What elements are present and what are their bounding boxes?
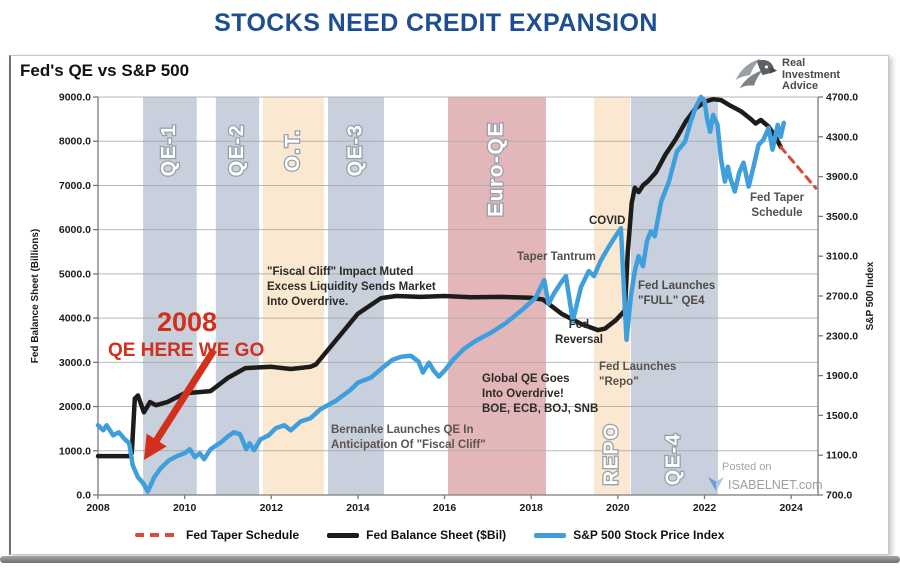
right-tick-label: 2700.0 — [826, 291, 858, 303]
x-tick-label: 2010 — [173, 502, 197, 514]
band-label-REPO: REPO — [600, 423, 622, 486]
left-tick-label: 0.0 — [76, 490, 91, 502]
annotation-bernanke: Bernanke Launches QE In Anticipation Of … — [331, 424, 486, 452]
left-tick-label: 5000.0 — [59, 268, 91, 280]
legend-item-sp500: S&P 500 Stock Price Index — [534, 528, 724, 542]
annotation-taper-tantrum: Taper Tantrum — [517, 251, 596, 263]
band-label-QE-1: QE-1 — [158, 124, 180, 177]
legend-label: Fed Balance Sheet ($Bil) — [366, 528, 507, 542]
right-tick-label: 1900.0 — [826, 370, 858, 382]
annotation-covid: COVID — [589, 215, 626, 227]
page-title: STOCKS NEED CREDIT EXPANSION — [214, 9, 658, 37]
right-axis-title: S&P 500 Index — [865, 261, 876, 330]
legend-swatch-blue — [534, 532, 567, 538]
annotation-global-qe: Global QE Goes Into Overdrive! BOE, ECB,… — [482, 373, 599, 416]
right-tick-label: 4700.0 — [826, 92, 858, 104]
annotation-fed-repo: Fed Launches "Repo" — [599, 361, 677, 389]
band-label-O.T.: O.T. — [282, 129, 304, 172]
band-QE-2 — [215, 97, 260, 495]
eagle-icon — [731, 54, 777, 105]
annotation-fed-taper-schedule: Fed Taper Schedule — [749, 192, 805, 220]
annotation-fiscal-cliff: "Fiscal Cliff" Impact Muted Excess Liqui… — [267, 266, 436, 309]
legend-item-fed-balance: Fed Balance Sheet ($Bil) — [327, 528, 506, 542]
band-QE-3 — [328, 97, 384, 495]
right-tick-label: 700.0 — [826, 490, 852, 502]
x-tick-label: 2016 — [433, 502, 457, 514]
x-tick-label: 2008 — [86, 502, 110, 514]
left-tick-label: 9000.0 — [59, 92, 91, 104]
x-tick-label: 2012 — [260, 502, 284, 514]
left-tick-label: 3000.0 — [59, 357, 91, 369]
isabelnet-icon — [706, 475, 726, 496]
logo-line3: Advice — [782, 80, 819, 92]
legend-label: S&P 500 Stock Price Index — [573, 528, 725, 542]
right-tick-label: 3900.0 — [826, 171, 858, 183]
legend: Fed Taper Schedule Fed Balance Sheet ($B… — [135, 528, 724, 542]
legend-label: Fed Taper Schedule — [186, 528, 300, 542]
logo-line2: Investment — [782, 68, 841, 81]
real-investment-advice-logo: Real Investment Advice — [731, 54, 840, 105]
left-tick-label: 4000.0 — [59, 313, 91, 325]
x-tick-label: 2022 — [693, 502, 717, 514]
series-fed-taper-schedule — [779, 145, 818, 190]
watermark-line2: ISABELNET.com — [728, 478, 823, 492]
annotation-full-qe4: Fed Launches "FULL" QE4 — [638, 280, 716, 308]
left-tick-label: 7000.0 — [59, 180, 91, 192]
left-tick-label: 1000.0 — [59, 445, 91, 457]
right-tick-label: 3100.0 — [826, 251, 858, 263]
band-QE-1 — [143, 97, 197, 495]
logo-line1: Real — [782, 57, 806, 69]
right-tick-label: 4300.0 — [826, 131, 858, 143]
band-label-QE-3: QE-3 — [344, 124, 366, 177]
right-tick-label: 1100.0 — [826, 450, 858, 462]
right-tick-label: 3500.0 — [826, 211, 858, 223]
series-s-p-500-stock-price-index — [95, 94, 787, 494]
chart-subtitle: Fed's QE vs S&P 500 — [20, 61, 190, 80]
legend-swatch-dashed — [135, 533, 179, 537]
left-tick-label: 6000.0 — [59, 224, 91, 236]
qe-2008-arrow — [143, 348, 217, 461]
band-label-QE-2: QE-2 — [226, 124, 248, 177]
annotation-fed-reversal: Fed Reversal — [555, 319, 603, 347]
band-label-QE-4: QE-4 — [663, 433, 685, 486]
legend-item-fed-taper: Fed Taper Schedule — [135, 528, 299, 542]
left-tick-label: 2000.0 — [59, 401, 91, 413]
x-tick-label: 2020 — [606, 502, 630, 514]
right-tick-label: 1500.0 — [826, 410, 858, 422]
annotation-qe-2008-year: 2008 — [157, 307, 218, 337]
legend-swatch-black — [327, 532, 360, 538]
annotation-qe-2008-caption: QE HERE WE GO — [108, 340, 265, 361]
chart-plot: QE-1 QE-2 O.T. QE-3 Euro-QE REPO QE-4 9000.0 800… — [30, 92, 876, 515]
band-label-Euro-QE: Euro-QE — [485, 121, 508, 217]
logo-text: Real Investment Advice — [782, 54, 840, 105]
left-axis-title: Fed Balance Sheet (Billions) — [30, 229, 41, 363]
x-tick-label: 2024 — [779, 502, 803, 514]
watermark: Posted on ISABELNET.com — [706, 460, 822, 496]
x-tick-label: 2018 — [520, 502, 544, 514]
bottom-divider — [0, 556, 900, 563]
left-tick-label: 8000.0 — [59, 136, 91, 148]
chart-box: QE-1 QE-2 O.T. QE-3 Euro-QE REPO QE-4 9000.0 800… — [9, 55, 889, 555]
right-tick-label: 2300.0 — [826, 330, 858, 342]
watermark-line1: Posted on — [722, 461, 772, 473]
x-tick-label: 2014 — [346, 502, 370, 514]
